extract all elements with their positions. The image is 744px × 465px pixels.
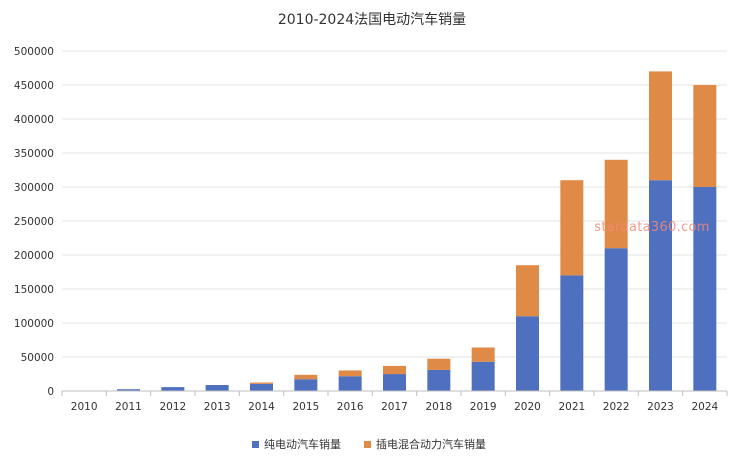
y-axis-ticks: 0 50000 100000 150000 200000 250000 300000 3500… <box>14 46 54 398</box>
x-tick-label: 2012 <box>159 401 186 413</box>
bar-segment <box>383 374 406 391</box>
bar-segment <box>516 316 539 391</box>
y-tick-label: 250000 <box>14 216 54 228</box>
x-tick-label: 2020 <box>514 401 541 413</box>
bar-segment <box>649 180 672 391</box>
grid-lines <box>62 50 727 358</box>
legend-label: 插电混合动力汽车销量 <box>376 437 486 451</box>
bar-segment <box>338 370 362 377</box>
bar-segment <box>383 365 406 375</box>
y-tick-label: 50000 <box>21 352 54 364</box>
bar-segment <box>250 383 273 391</box>
y-tick-label: 200000 <box>14 250 54 262</box>
bar-segment <box>693 85 717 187</box>
x-tick-label: 2014 <box>248 401 275 413</box>
legend-swatch <box>364 441 371 448</box>
x-tick-label: 2021 <box>558 401 585 413</box>
bar-segment <box>516 265 539 317</box>
bar-segment <box>338 376 362 391</box>
bar-segment <box>205 385 229 391</box>
bar-segment <box>250 382 273 384</box>
x-tick-label: 2019 <box>470 401 497 413</box>
bar-segment <box>560 275 584 391</box>
bar-segment <box>693 187 717 391</box>
x-tick-label: 2022 <box>603 401 630 413</box>
y-tick-label: 100000 <box>14 318 54 330</box>
bar-segment <box>471 347 495 362</box>
bars <box>72 71 717 392</box>
y-tick-label: 400000 <box>14 114 54 126</box>
y-tick-label: 150000 <box>14 284 54 296</box>
x-axis-ticks: 2010 2011 2012 2013 2014 2015 2016 2017 2018 2019… <box>61 391 728 413</box>
bar-segment <box>161 387 185 391</box>
legend-label: 纯电动汽车销量 <box>264 437 341 451</box>
bar-segment <box>604 248 628 391</box>
bar-segment <box>604 159 628 249</box>
watermark: stardata360.com <box>594 220 709 235</box>
y-tick-label: 0 <box>47 386 54 398</box>
x-tick-label: 2016 <box>337 401 364 413</box>
x-tick-label: 2018 <box>425 401 452 413</box>
y-tick-label: 450000 <box>14 80 54 92</box>
x-tick-label: 2023 <box>647 401 674 413</box>
y-tick-label: 300000 <box>14 182 54 194</box>
chart-title: 2010-2024法国电动汽车销量 <box>278 11 466 28</box>
legend: 纯电动汽车销量 插电混合动力汽车销量 <box>252 437 486 451</box>
y-tick-label: 350000 <box>14 148 54 160</box>
bar-segment <box>294 374 318 380</box>
x-tick-label: 2017 <box>381 401 408 413</box>
y-tick-label: 500000 <box>14 46 54 58</box>
x-tick-label: 2024 <box>691 401 718 413</box>
x-tick-label: 2013 <box>204 401 231 413</box>
legend-swatch <box>252 441 259 448</box>
x-tick-label: 2010 <box>71 401 98 413</box>
bar-segment <box>649 71 672 181</box>
bar-segment <box>471 361 495 391</box>
bar-segment <box>117 389 140 391</box>
bar-segment <box>427 369 451 391</box>
x-tick-label: 2011 <box>115 401 142 413</box>
bar-segment <box>294 379 318 391</box>
bar-segment <box>560 180 584 276</box>
bar-segment <box>427 358 451 370</box>
x-tick-label: 2015 <box>292 401 319 413</box>
